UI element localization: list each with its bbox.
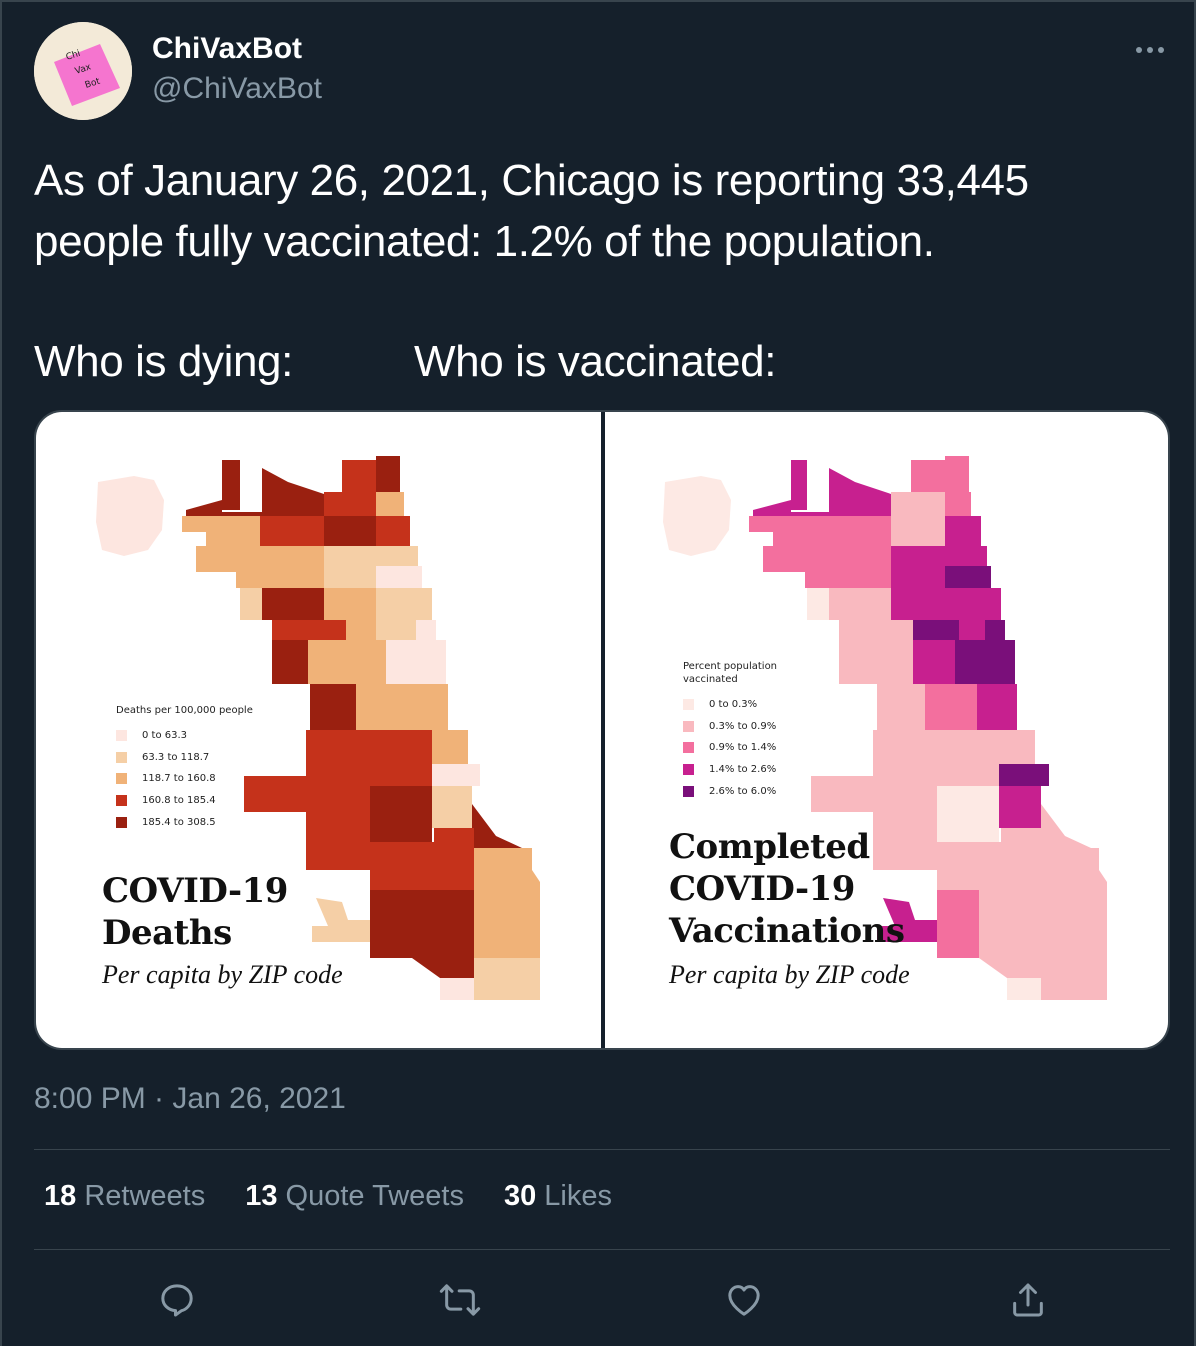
vax-legend-item: 0.3% to 0.9% [683, 716, 777, 738]
retweets-stat[interactable]: 18 Retweets [44, 1180, 206, 1212]
tweet-timestamp[interactable]: 8:00 PM · Jan 26, 2021 [34, 1082, 346, 1115]
tweet-stats: 18 Retweets 13 Quote Tweets 30 Likes [44, 1180, 612, 1213]
tweet-text: As of January 26, 2021, Chicago is repor… [34, 150, 1164, 392]
deaths-legend-item: 185.4 to 308.5 [116, 811, 253, 833]
like-icon[interactable] [722, 1278, 766, 1322]
reply-icon[interactable] [155, 1278, 199, 1322]
deaths-map-title: COVID-19 Deaths [102, 871, 288, 953]
vax-legend-item: 1.4% to 2.6% [683, 759, 777, 781]
media-divider [601, 412, 605, 1048]
vax-legend-title: Percent population vaccinated [683, 661, 778, 685]
quote-tweets-stat[interactable]: 13 Quote Tweets [245, 1180, 464, 1212]
avatar-text-1: Chi [65, 49, 82, 63]
tweet-line-labels: Who is dying: Who is vaccinated: [34, 331, 1164, 392]
deaths-legend-item: 0 to 63.3 [116, 725, 253, 747]
vax-legend-item: 0 to 0.3% [683, 694, 777, 716]
tweet-line-2: people fully vaccinated: 1.2% of the pop… [34, 217, 935, 266]
deaths-map-image[interactable]: Deaths per 100,000 people 0 to 63.3 63.3… [36, 412, 601, 1048]
vax-map-image[interactable]: Percent population vaccinated 0 to 0.3% … [605, 412, 1168, 1048]
label-vaccinated: Who is vaccinated: [414, 337, 777, 386]
display-name[interactable]: ChiVaxBot [152, 32, 303, 65]
tweet-actions [0, 1278, 1196, 1322]
divider-top [34, 1149, 1170, 1150]
divider-bottom [34, 1249, 1170, 1250]
deaths-map-shape [96, 456, 540, 1000]
deaths-legend: Deaths per 100,000 people 0 to 63.3 63.3… [116, 704, 253, 833]
vax-map-subtitle: Per capita by ZIP code [669, 960, 910, 989]
vax-legend-item: 2.6% to 6.0% [683, 780, 777, 802]
tweet-line-1: As of January 26, 2021, Chicago is repor… [34, 156, 1029, 205]
label-dying: Who is dying: [34, 337, 293, 386]
vax-legend-item: 0.9% to 1.4% [683, 737, 777, 759]
likes-stat[interactable]: 30 Likes [503, 1180, 612, 1212]
deaths-legend-item: 118.7 to 160.8 [116, 768, 253, 790]
vax-legend: Percent population vaccinated 0 to 0.3% … [683, 660, 777, 802]
avatar-text-3: Bot [84, 76, 102, 90]
avatar-text-2: Vax [74, 62, 93, 77]
vax-map-title: Completed COVID-19 Vaccinations [669, 827, 905, 951]
more-icon[interactable] [1128, 30, 1172, 70]
user-handle[interactable]: @ChiVaxBot [152, 72, 322, 105]
deaths-map-subtitle: Per capita by ZIP code [102, 960, 343, 989]
share-icon[interactable] [1006, 1278, 1050, 1322]
vax-map-shape [663, 456, 1107, 1000]
avatar[interactable]: Chi Vax Bot [34, 22, 132, 120]
tweet-media[interactable]: Deaths per 100,000 people 0 to 63.3 63.3… [34, 410, 1170, 1050]
deaths-legend-item: 160.8 to 185.4 [116, 790, 253, 812]
deaths-legend-title: Deaths per 100,000 people [116, 705, 253, 716]
deaths-legend-item: 63.3 to 118.7 [116, 747, 253, 769]
retweet-icon[interactable] [438, 1278, 482, 1322]
